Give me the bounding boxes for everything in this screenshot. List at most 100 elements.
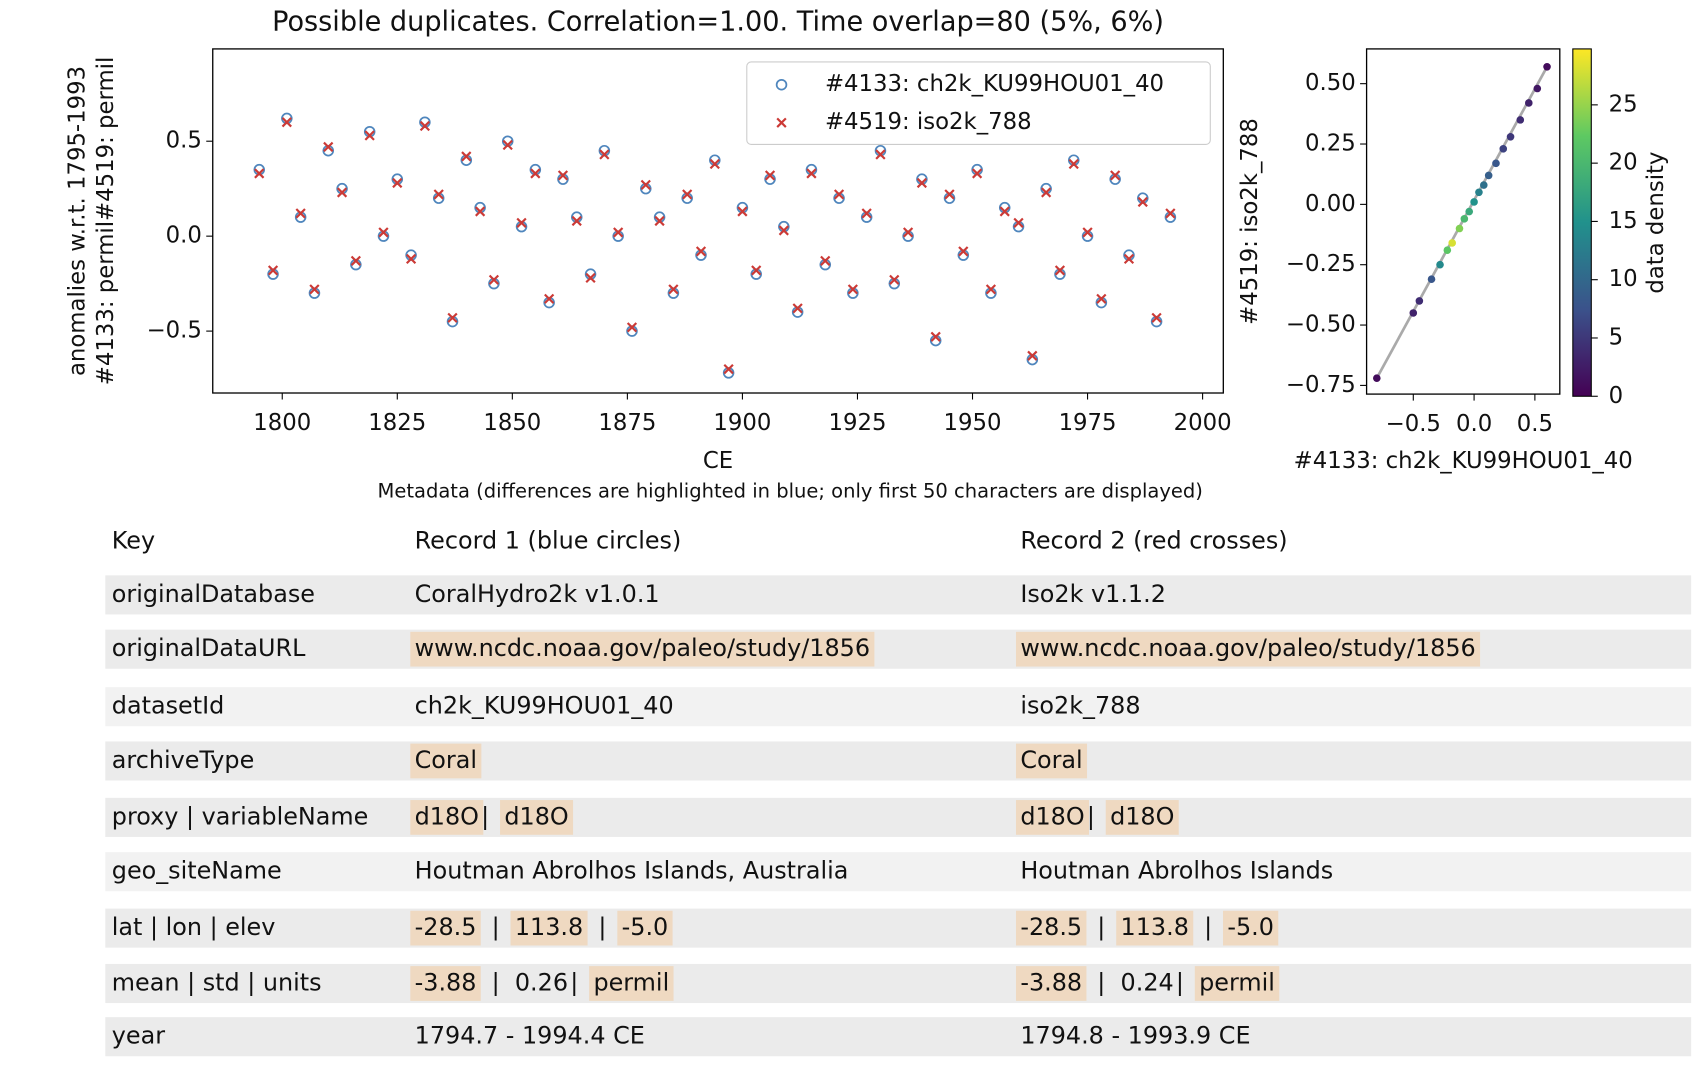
y-tick-label: −0.50 (1286, 312, 1356, 338)
x-axis-label: #4133: ch2k_KU99HOU01_40 (1294, 448, 1633, 474)
diff-highlight (1116, 910, 1194, 946)
row-band (105, 963, 1692, 1004)
x-tick-label: 1875 (598, 410, 656, 436)
cross-marker (475, 206, 486, 217)
cell-text: d18O (415, 802, 479, 830)
density-point (1427, 275, 1436, 283)
density-point (1448, 239, 1456, 247)
cross-marker (309, 284, 320, 295)
cell-text: www.ncdc.noaa.gov/paleo/study/1856 (415, 634, 870, 662)
cross-marker (972, 168, 983, 179)
row-key: proxy | variableName (112, 802, 369, 830)
cross-marker (751, 265, 762, 276)
density-point (1506, 132, 1515, 141)
cell-text: d18O (1110, 802, 1174, 830)
cross-marker (1054, 265, 1066, 276)
x-tick-label: 1975 (1059, 410, 1117, 436)
x-tick-label: 1925 (828, 410, 886, 436)
density-point (1373, 374, 1381, 382)
cell-text: Coral (415, 746, 477, 774)
fit-line (1375, 66, 1549, 379)
x-axis-label: CE (703, 448, 733, 474)
colorbar-tick-label: 20 (1609, 150, 1638, 176)
cross-marker (378, 227, 389, 238)
density-point (1480, 181, 1488, 189)
y-tick-label: −0.5 (147, 318, 202, 344)
x-tick-label: 1800 (253, 410, 311, 436)
cross-marker (557, 170, 569, 181)
row-key: mean | std | units (112, 968, 322, 996)
cell-text: 0.24 (1121, 968, 1174, 996)
cross-marker (1165, 208, 1176, 219)
cross-marker (861, 208, 872, 219)
diff-highlight (1223, 910, 1279, 946)
x-tick-label: 1850 (483, 410, 541, 436)
diff-highlight (1015, 631, 1481, 667)
axes-frame (212, 48, 1224, 394)
diff-highlight (410, 800, 484, 835)
cross-marker (847, 284, 858, 295)
density-point (1470, 198, 1478, 206)
cross-marker (668, 284, 679, 295)
cross-marker (695, 246, 707, 257)
x-tick-label: 2000 (1174, 410, 1232, 436)
x-tick-label: 1950 (944, 410, 1002, 436)
diff-highlight (1015, 743, 1088, 779)
y-axis-label: #4519: iso2k_788 (1237, 118, 1263, 325)
density-point (1516, 116, 1525, 124)
cell-text: Iso2k v1.1.2 (1020, 580, 1166, 608)
density-point (1533, 84, 1542, 93)
row-band (105, 852, 1692, 892)
diff-highlight (617, 910, 673, 946)
row-key: originalDataURL (112, 634, 306, 662)
row-key: lat | lon | elev (112, 913, 276, 941)
density-point (1499, 145, 1508, 153)
y-tick-label: 0.00 (1305, 191, 1356, 217)
cross-marker (447, 312, 458, 323)
cross-marker (778, 225, 789, 236)
cross-marker (1123, 253, 1135, 265)
row-key: archiveType (112, 746, 254, 774)
cell-text: d18O (504, 802, 568, 830)
diff-highlight (1015, 800, 1090, 835)
diff-highlight (410, 910, 481, 946)
cell-text: -28.5 (1020, 913, 1082, 941)
y-tick-label: 0.25 (1305, 131, 1356, 157)
y-axis-label: #4133: permil#4519: permil (93, 57, 119, 386)
cell-text: 1794.8 - 1993.9 CE (1020, 1022, 1250, 1050)
row-key: geo_siteName (112, 857, 282, 885)
cell-text: Coral (1020, 746, 1082, 774)
cross-marker (516, 217, 527, 228)
cell-text: 0.26 (515, 968, 568, 996)
cross-marker (1068, 158, 1079, 170)
cross-marker (820, 255, 831, 266)
row-band (105, 797, 1692, 837)
cross-marker (806, 168, 817, 179)
legend-box (746, 61, 1211, 145)
cell-text: | (1176, 968, 1184, 996)
cross-marker (999, 206, 1010, 217)
table-header: Record 2 (red crosses) (1020, 527, 1287, 555)
cross-marker (930, 331, 941, 342)
cross-marker (737, 206, 748, 217)
cross-marker (833, 189, 845, 200)
x-tick-label: 1900 (713, 410, 771, 436)
table-caption: Metadata (differences are highlighted in… (377, 479, 1202, 502)
colorbar-tick-label: 0 (1609, 383, 1624, 409)
cross-marker (709, 158, 720, 170)
cross-marker (889, 274, 900, 285)
axes-frame (1365, 48, 1561, 395)
cross-marker (916, 177, 928, 189)
cross-marker (1096, 293, 1107, 304)
row-band (105, 1017, 1692, 1057)
cross-marker (985, 284, 997, 295)
cross-marker (254, 168, 265, 179)
cell-text: permil (1199, 968, 1275, 996)
legend-label: #4133: ch2k_KU99HOU01_40 (825, 71, 1164, 97)
cross-marker (944, 189, 955, 200)
cell-text: | (1097, 913, 1105, 941)
colorbar-tick-label: 10 (1609, 266, 1638, 292)
cell-text: | (481, 802, 489, 830)
diff-highlight (1194, 966, 1280, 1001)
